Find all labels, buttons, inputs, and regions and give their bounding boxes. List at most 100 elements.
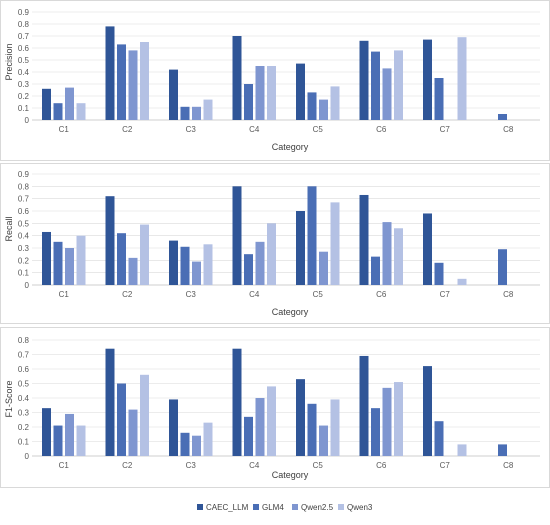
recall-x-tick-label-c2: C2 [122,290,133,299]
f1-score-y-tick-label: 0.8 [18,336,30,345]
recall-bar-glm4-c6 [371,256,380,285]
precision-bar-glm4-c8 [498,114,507,120]
precision-y-tick-label: 0.4 [18,68,30,77]
precision-chart: 0 0.1 0.2 0.3 0.4 0.5 0.6 0.7 0.8 0.9 C1 C2 C3 C4 C5 C6… [4,8,540,152]
f1-score-x-tick-label-c8: C8 [503,461,514,470]
f1-score-chart: 0 0.1 0.2 0.3 0.4 0.5 0.6 0.7 0.8 C1 C2 C3 C4 C5 C6 C7 C… [4,336,540,480]
recall-bars [42,186,507,285]
f1-score-bar-caec-llm-c4 [232,348,242,456]
f1-score-y-tick-label: 0.6 [18,365,30,374]
f1-score-bar-glm4-c3 [180,432,190,456]
f1-score-y-tick-label: 0 [25,452,30,461]
recall-bar-glm4-c3 [180,246,190,285]
precision-x-tick-label-c6: C6 [376,125,387,134]
precision-x-tick-label-c5: C5 [313,125,324,134]
recall-bar-caec-llm-c6 [359,194,369,285]
f1-score-x-tick-label-c1: C1 [59,461,70,470]
recall-bar-glm4-c2 [117,233,126,285]
precision-bar-caec-llm-c6 [359,40,369,120]
recall-bar-qwen2-5-c3 [192,261,201,285]
precision-bar-caec-llm-c3 [169,69,178,120]
precision-bar-qwen2-5-c5 [319,99,328,120]
precision-y-tick-label: 0.9 [18,8,30,17]
f1-score-bar-qwen3-c2 [140,374,149,456]
f1-score-bar-glm4-c8 [498,444,507,456]
recall-bar-glm4-c5 [307,186,317,285]
recall-bar-qwen3-c3 [203,244,213,285]
recall-bar-qwen3-c4 [267,223,276,285]
recall-x-tick-label-c7: C7 [440,290,451,299]
recall-x-tick-label-c1: C1 [59,290,70,299]
precision-y-axis-label: Precision [4,43,14,80]
f1-score-bar-glm4-c6 [371,408,380,456]
recall-y-tick-label: 0.2 [18,256,30,265]
recall-y-tick-label: 0.3 [18,244,30,253]
legend-swatch-glm4 [253,504,259,510]
recall-bar-caec-llm-c4 [232,186,242,285]
recall-chart: 0 0.1 0.2 0.3 0.4 0.5 0.6 0.7 0.8 0.9 C1 C2 C3 C4 C5 C6… [4,170,540,317]
f1-score-bar-qwen2-5-c4 [255,398,265,456]
recall-bar-qwen2-5-c6 [382,222,392,285]
f1-score-bar-qwen3-c6 [394,382,403,456]
precision-bar-glm4-c2 [117,44,126,120]
f1-score-y-tick-label: 0.4 [18,394,30,403]
recall-x-axis-label: Category [272,307,309,317]
recall-x-tick-label-c5: C5 [313,290,324,299]
precision-bar-qwen3-c4 [267,66,276,120]
f1-score-bar-glm4-c4 [244,416,253,456]
recall-tick-labels: 0 0.1 0.2 0.3 0.4 0.5 0.6 0.7 0.8 0.9 C1 C2 C3 C4 C5 C6… [18,170,514,299]
precision-bar-caec-llm-c4 [232,36,242,120]
precision-bar-qwen3-c6 [394,50,403,120]
f1-score-bar-glm4-c5 [307,403,317,456]
precision-bar-qwen2-5-c2 [128,50,138,120]
legend-swatch-caec-llm [197,504,203,510]
recall-bar-qwen2-5-c1 [65,248,74,285]
recall-bar-glm4-c8 [498,249,507,285]
f1-score-x-tick-label-c4: C4 [249,461,260,470]
f1-score-x-tick-label-c5: C5 [313,461,324,470]
f1-score-bars [42,348,507,456]
precision-x-axis-label: Category [272,142,309,152]
recall-bar-qwen3-c2 [140,224,149,285]
precision-x-tick-label-c1: C1 [59,125,70,134]
f1-score-y-tick-label: 0.1 [18,438,30,447]
recall-x-tick-label-c8: C8 [503,290,514,299]
f1-score-y-axis-label: F1-Score [4,380,14,417]
precision-bar-caec-llm-c5 [296,63,305,120]
f1-score-bar-caec-llm-c1 [42,408,51,456]
recall-bar-caec-llm-c3 [169,240,178,285]
precision-y-tick-label: 0.2 [18,92,30,101]
f1-score-bar-qwen2-5-c2 [128,409,138,456]
precision-bar-qwen3-c5 [330,86,340,120]
precision-bar-glm4-c4 [244,84,253,120]
precision-bar-caec-llm-c2 [105,26,115,120]
precision-bar-qwen3-c1 [76,103,86,120]
recall-bar-glm4-c4 [244,254,253,285]
f1-score-y-tick-label: 0.3 [18,409,30,418]
precision-gridlines [32,11,540,121]
f1-score-gridlines [32,339,540,457]
f1-score-bar-caec-llm-c3 [169,399,178,456]
f1-score-x-tick-label-c2: C2 [122,461,133,470]
precision-bars [42,26,507,121]
recall-x-tick-label-c3: C3 [186,290,197,299]
f1-score-bar-qwen2-5-c5 [319,425,328,456]
precision-tick-labels: 0 0.1 0.2 0.3 0.4 0.5 0.6 0.7 0.8 0.9 C1 C2 C3 C4 C5 C6… [18,8,514,134]
recall-y-tick-label: 0.4 [18,232,30,241]
precision-bar-glm4-c7 [434,78,444,120]
f1-score-bar-caec-llm-c6 [359,355,369,456]
f1-score-x-tick-label-c7: C7 [440,461,451,470]
recall-y-tick-label: 0.1 [18,269,30,278]
recall-y-tick-label: 0.7 [18,195,30,204]
legend-label-qwen3: Qwen3 [347,503,373,512]
f1-score-bar-qwen2-5-c6 [382,387,392,456]
precision-bar-glm4-c6 [371,51,380,120]
precision-bar-qwen2-5-c6 [382,68,392,120]
recall-bar-glm4-c1 [53,241,63,285]
precision-y-tick-label: 0.8 [18,20,30,29]
precision-y-tick-label: 0 [25,116,30,125]
f1-score-x-axis-label: Category [272,470,309,480]
precision-y-tick-label: 0.3 [18,80,30,89]
recall-bar-qwen3-c5 [330,202,340,285]
